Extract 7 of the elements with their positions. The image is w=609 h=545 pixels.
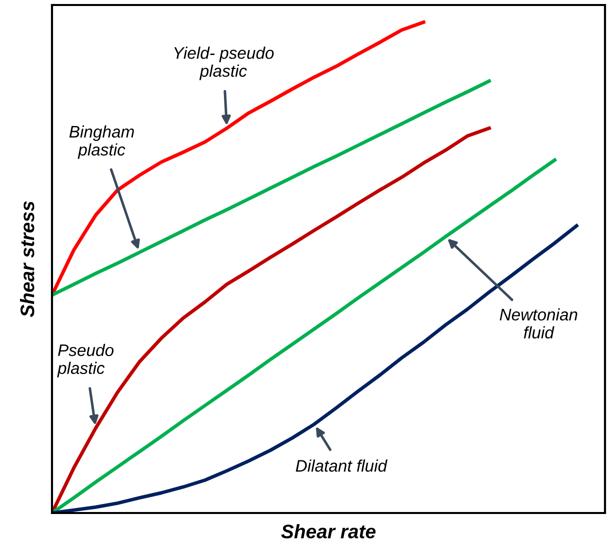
x-axis-title: Shear rate <box>281 524 376 538</box>
annotation: Bingham plastic <box>69 125 134 159</box>
y-axis-title: Shear stress <box>20 201 34 318</box>
annotation: Pseudo plastic <box>57 344 114 378</box>
annotation: Newtonian fluid <box>500 308 578 338</box>
annotation: Dilatant fluid <box>296 460 388 472</box>
annotation: Yield- pseudo plastic <box>174 46 274 80</box>
